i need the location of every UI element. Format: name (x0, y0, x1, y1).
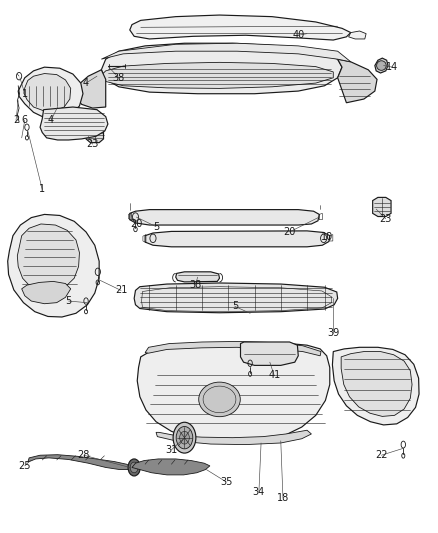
Polygon shape (134, 283, 337, 313)
Polygon shape (340, 352, 411, 416)
Text: 25: 25 (18, 461, 31, 471)
Text: 5: 5 (231, 301, 237, 311)
Polygon shape (348, 31, 365, 39)
Polygon shape (175, 272, 219, 282)
Polygon shape (332, 348, 418, 425)
Polygon shape (155, 430, 311, 445)
Text: 23: 23 (86, 139, 99, 149)
Polygon shape (130, 209, 318, 225)
Polygon shape (101, 43, 350, 62)
Text: 4: 4 (48, 115, 54, 125)
Text: 14: 14 (385, 62, 398, 72)
Polygon shape (372, 197, 390, 216)
Ellipse shape (128, 459, 140, 476)
Polygon shape (145, 231, 329, 247)
Text: 5: 5 (65, 296, 71, 306)
Polygon shape (24, 74, 71, 111)
Polygon shape (28, 455, 132, 470)
Polygon shape (40, 107, 108, 140)
Text: 38: 38 (113, 73, 125, 83)
Ellipse shape (130, 462, 138, 473)
Text: 38: 38 (189, 280, 201, 290)
Ellipse shape (179, 431, 189, 444)
Text: 34: 34 (252, 488, 265, 497)
Text: 5: 5 (152, 222, 159, 232)
Ellipse shape (198, 382, 240, 417)
Polygon shape (8, 214, 99, 317)
Polygon shape (101, 62, 332, 88)
Text: 18: 18 (276, 492, 288, 503)
Polygon shape (240, 342, 297, 366)
Text: 39: 39 (326, 328, 339, 338)
Text: 23: 23 (379, 214, 391, 224)
Text: 31: 31 (165, 445, 177, 455)
Text: 20: 20 (283, 227, 295, 237)
Polygon shape (21, 281, 71, 304)
Ellipse shape (173, 422, 195, 453)
Polygon shape (86, 123, 103, 143)
Text: 41: 41 (268, 370, 280, 381)
Ellipse shape (376, 61, 385, 70)
Polygon shape (101, 43, 341, 94)
Text: 21: 21 (115, 286, 127, 295)
Text: 1: 1 (21, 88, 28, 99)
Text: 1: 1 (39, 184, 45, 195)
Text: 22: 22 (374, 450, 387, 460)
Polygon shape (18, 67, 83, 119)
Text: 2: 2 (13, 115, 19, 125)
Polygon shape (132, 459, 209, 475)
Text: 20: 20 (130, 219, 142, 229)
Polygon shape (137, 343, 329, 442)
Text: 4: 4 (83, 78, 89, 88)
Text: 28: 28 (78, 450, 90, 460)
Text: 10: 10 (320, 232, 332, 243)
Polygon shape (130, 15, 350, 40)
Polygon shape (17, 224, 79, 291)
Text: 6: 6 (21, 115, 28, 125)
Text: 35: 35 (219, 477, 232, 487)
Ellipse shape (176, 426, 192, 449)
Polygon shape (75, 70, 106, 108)
Polygon shape (145, 342, 320, 356)
Polygon shape (374, 58, 387, 73)
Polygon shape (337, 59, 376, 103)
Text: 40: 40 (291, 30, 304, 41)
